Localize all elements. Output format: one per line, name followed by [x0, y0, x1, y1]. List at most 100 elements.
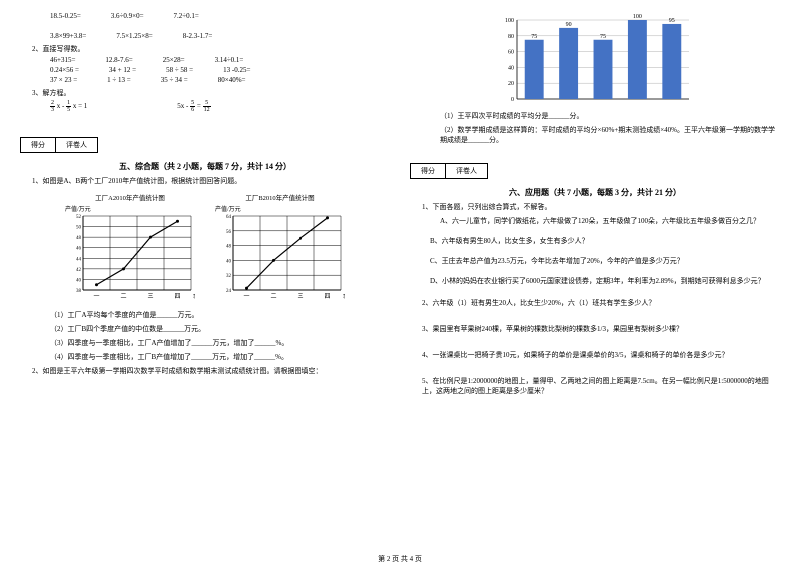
eq: 25×28=: [163, 56, 185, 64]
frac-n: 1: [66, 100, 71, 107]
score-box: 得分 评卷人: [20, 137, 98, 153]
item-3-title: 3、解方程。: [20, 88, 390, 98]
eq: 37 × 23 =: [50, 76, 77, 84]
svg-text:95: 95: [669, 18, 675, 24]
chart-svg: 02040608010075907510095: [495, 10, 695, 105]
app-q2: 2、六年级（1）班有男生20人，比女生少20%，六（1）班共有学生多少人？: [410, 298, 780, 308]
app-q5: 5、在比例尺是1:2000000的地图上，量得甲、乙两地之间的图上距离是7.5c…: [410, 376, 780, 396]
eq: 34 + 12 =: [109, 66, 136, 74]
eq: 7.2÷0.1=: [174, 12, 199, 20]
eq-fraction: 23 x - 15 x = 1: [50, 100, 87, 113]
line-chart-b: 工厂B2010年产值统计图 产值/万元 243240485664一二三四季度: [215, 192, 345, 304]
frac-d: 12: [203, 107, 211, 113]
eq: 35 ÷ 34 =: [161, 76, 188, 84]
svg-text:75: 75: [600, 34, 606, 40]
section-5-title: 五、综合题（共 2 小题，每题 7 分，共计 14 分）: [20, 161, 390, 172]
eq: 13 -0.25=: [223, 66, 250, 74]
eq: 0.24×56 =: [50, 66, 79, 74]
equation-row: 37 × 23 = 1 ÷ 13 = 35 ÷ 34 = 80×40%=: [20, 76, 390, 84]
left-column: 18.5-0.25= 3.6÷0.9×0= 7.2÷0.1= 3.8×99+3.…: [20, 10, 390, 550]
score-label: 得分: [21, 138, 56, 152]
svg-text:三: 三: [297, 293, 303, 300]
svg-text:56: 56: [226, 230, 232, 235]
eq-text: x = 1: [73, 102, 87, 110]
svg-text:24: 24: [226, 289, 232, 294]
svg-text:64: 64: [226, 215, 232, 220]
sub-q: （1）工厂A平均每个季度的产值是______万元。: [50, 310, 390, 320]
equation-row: 23 x - 15 x = 1 5x - 56 = 512: [20, 100, 390, 113]
svg-text:一: 一: [93, 294, 99, 300]
svg-text:60: 60: [508, 50, 514, 56]
equation-row: 0.24×56 = 34 + 12 = 58 ÷ 58 = 13 -0.25=: [20, 66, 390, 74]
grader-label: 评卷人: [56, 138, 97, 152]
line-chart-a: 工厂A2010年产值统计图 产值/万元 3840424446485052一二三四…: [65, 192, 195, 304]
app-q1d: D、小林的妈妈在农业银行买了6000元国家建设债券，定期3年，年利率为2.89%…: [430, 276, 780, 286]
score-box: 得分 评卷人: [410, 163, 488, 179]
question-1: 1、如图是A、B两个工厂2010年产值统计图，根据统计图回答问题。: [20, 176, 390, 186]
frac-d: 6: [190, 107, 195, 113]
svg-text:48: 48: [226, 245, 232, 250]
eq: 12.8-7.6=: [105, 56, 132, 64]
svg-text:50: 50: [76, 226, 82, 231]
app-q3: 3、果园里有苹果树240棵，苹果树的棵数比梨树的棵数多1/3，果园里有梨树多少棵…: [410, 324, 780, 334]
app-q1a: A、六一儿童节，同学们做纸花，六年级做了120朵，五年级做了100朵，六年级比五…: [440, 216, 780, 226]
app-q1b: B、六年级有男生80人，比女生多，女生有多少人？: [430, 236, 780, 246]
sub-q: （4）四季度与一季度相比，工厂B产值增加了______万元，增加了______%…: [50, 352, 390, 362]
svg-text:二: 二: [120, 294, 126, 300]
eq: 1 ÷ 13 =: [107, 76, 131, 84]
eq: 3.14÷0.1=: [215, 56, 244, 64]
chart-svg: 3840424446485052一二三四季度: [65, 214, 195, 304]
svg-text:48: 48: [76, 236, 82, 241]
eq: 18.5-0.25=: [50, 12, 81, 20]
right-column: 02040608010075907510095 （1）王平四次平时成绩的平均分是…: [410, 10, 780, 550]
svg-text:二: 二: [270, 294, 276, 300]
equation-row: 46+315= 12.8-7.6= 25×28= 3.14÷0.1=: [20, 56, 390, 64]
frac-n: 5: [190, 100, 195, 107]
y-label: 产值/万元: [215, 204, 345, 213]
svg-text:一: 一: [243, 294, 249, 300]
equation-row: 18.5-0.25= 3.6÷0.9×0= 7.2÷0.1=: [20, 12, 390, 20]
question-2: 2、如图是王平六年级第一学期四次数学平时成绩和数学期末测试成绩统计图。请根据图填…: [20, 366, 390, 376]
app-q1: 1、下面各题，只列出综合算式，不解答。: [410, 202, 780, 212]
eq: 8-2.3-1.7=: [183, 32, 213, 40]
section-6-title: 六、应用题（共 7 小题，每题 3 分，共计 21 分）: [410, 187, 780, 198]
svg-text:三: 三: [147, 293, 153, 300]
eq: 3.8×99+3.8=: [50, 32, 86, 40]
app-q1c: C、王庄去年总产值为23.5万元，今年比去年增加了20%，今年的产值是多少万元？: [430, 256, 780, 266]
eq: 3.6÷0.9×0=: [111, 12, 144, 20]
svg-text:42: 42: [76, 268, 82, 273]
page-footer: 第 2 页 共 4 页: [0, 550, 800, 568]
sub-q: （1）王平四次平时成绩的平均分是______分。: [440, 111, 780, 121]
eq-text: 5x -: [177, 102, 188, 110]
bar-chart: 02040608010075907510095: [495, 10, 695, 105]
equation-row: 3.8×99+3.8= 7.5×1.25×8= 8-2.3-1.7=: [20, 32, 390, 40]
grader-label: 评卷人: [446, 164, 487, 178]
sub-q: （2）工厂B四个季度产值的中位数是______万元。: [50, 324, 390, 334]
svg-text:季度: 季度: [193, 293, 195, 300]
score-label: 得分: [411, 164, 446, 178]
sub-q: （3）四季度与一季度相比，工厂A产值增加了______万元，增加了______%…: [50, 338, 390, 348]
svg-text:季度: 季度: [343, 293, 345, 300]
frac-d: 3: [50, 107, 55, 113]
svg-text:52: 52: [76, 215, 82, 220]
svg-text:46: 46: [76, 247, 82, 252]
chart-title: 工厂A2010年产值统计图: [65, 192, 195, 202]
eq-text: x -: [57, 102, 65, 110]
svg-text:38: 38: [76, 289, 82, 294]
item-2-title: 2、直接写得数。: [20, 44, 390, 54]
svg-text:四: 四: [174, 293, 180, 300]
chart-svg: 243240485664一二三四季度: [215, 214, 345, 304]
frac-n: 5: [203, 100, 211, 107]
frac-d: 5: [66, 107, 71, 113]
svg-text:40: 40: [76, 278, 82, 283]
svg-text:32: 32: [226, 274, 232, 279]
svg-text:40: 40: [508, 65, 514, 71]
eq: 80×40%=: [218, 76, 246, 84]
svg-text:80: 80: [508, 34, 514, 40]
svg-text:100: 100: [633, 14, 642, 20]
y-label: 产值/万元: [65, 204, 195, 213]
svg-text:75: 75: [531, 34, 537, 40]
svg-text:20: 20: [508, 81, 514, 87]
svg-text:0: 0: [511, 97, 514, 103]
chart-pair: 工厂A2010年产值统计图 产值/万元 3840424446485052一二三四…: [20, 192, 390, 304]
